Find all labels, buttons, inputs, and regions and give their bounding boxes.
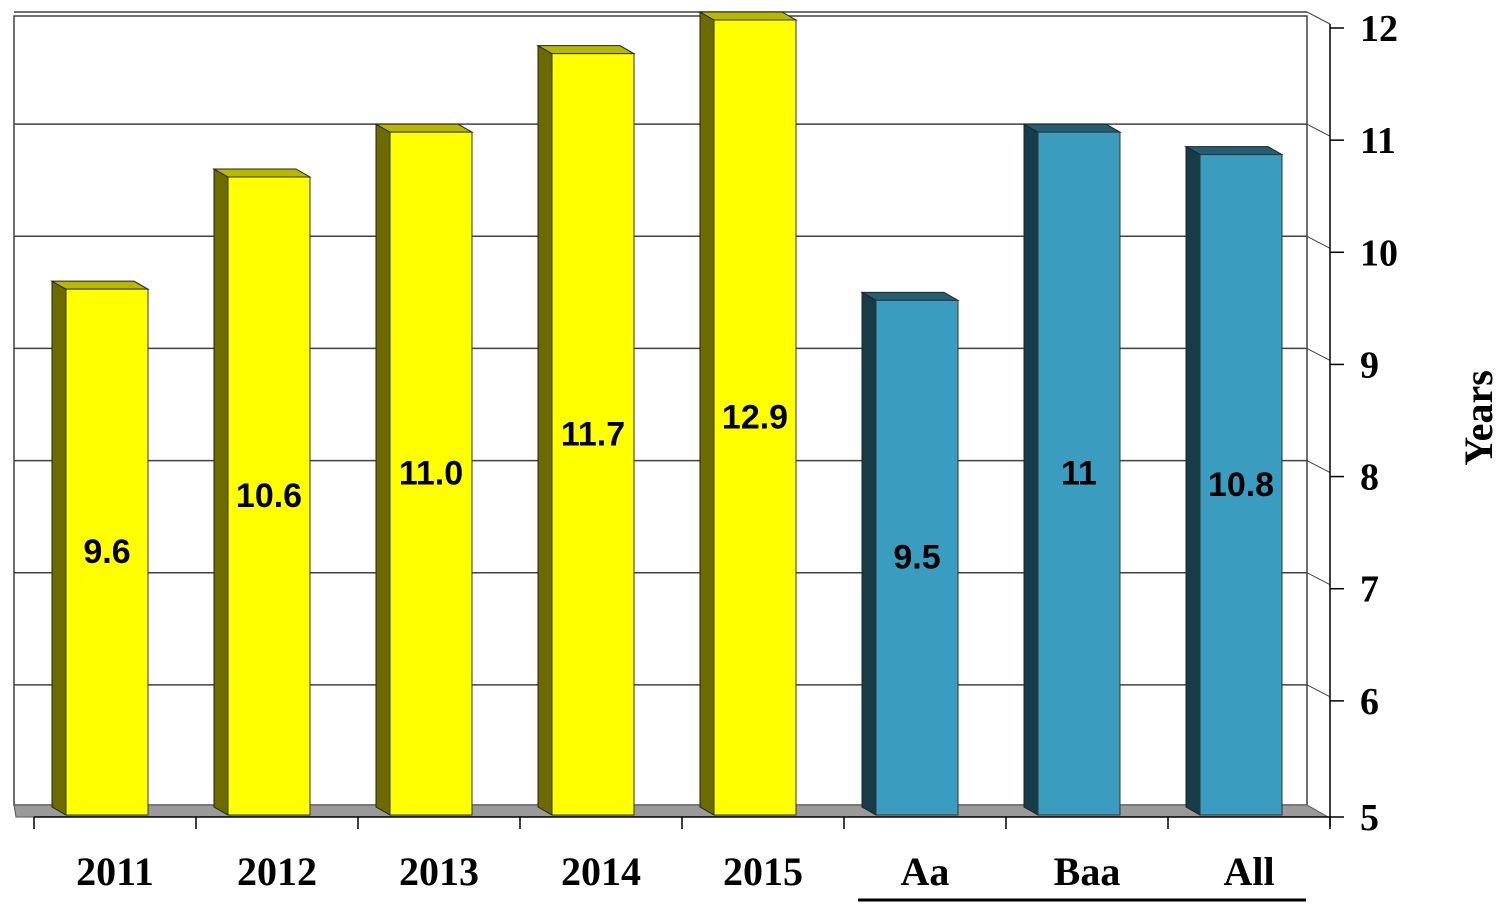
y-tick-label-10: 10 [1360,232,1398,274]
bar-top-2013 [374,123,474,133]
data-label-Aa: 9.5 [893,539,940,577]
gridline-side [1306,11,1331,25]
bar-side-2014 [537,44,553,816]
x-axis: 2011 2012 2013 2014 2015 Aa Baa All [33,816,1331,902]
bar-top-Baa [1022,123,1122,133]
gridline-side [1306,347,1331,361]
y-tick-label-11: 11 [1360,120,1396,162]
data-label-2011: 9.6 [83,533,130,571]
y-tick-label-7: 7 [1360,569,1379,611]
data-label-Baa: 11 [1061,455,1097,493]
data-label-2012: 10.6 [236,477,302,515]
x-tick-label-Baa: Baa [1054,849,1121,894]
x-tick-label-2015: 2015 [723,849,803,894]
bar-side-2012 [213,168,229,816]
bar-face-All [1199,154,1283,816]
gridline-side [1306,684,1331,698]
bars [50,11,1284,816]
bar-face-2011 [65,288,149,816]
floor-shadow [13,804,1330,818]
bar-2013 [374,123,474,816]
plot-floor [13,804,1330,818]
bar-Aa [860,291,960,816]
bar-All [1184,145,1284,816]
bar-face-2013 [389,131,473,816]
data-labels: 9.6 10.6 11.0 11.7 12.9 9.5 11 10.8 [83,399,1274,577]
x-tick-label-2012: 2012 [237,849,317,894]
bar-side-2015 [699,11,715,816]
gridline-side [1306,460,1331,474]
data-label-2015: 12.9 [722,399,788,437]
y-tick-label-9: 9 [1360,344,1379,386]
bar-face-2015 [713,19,797,816]
y-tick-label-5: 5 [1360,797,1379,839]
bar-Baa [1022,123,1122,816]
gridline-side [1306,123,1331,137]
x-tick-label-All: All [1223,849,1274,894]
bar-side-All [1185,145,1201,816]
bar-top-All [1184,146,1284,156]
gridline-side [1306,235,1331,249]
bar-top-2014 [536,45,636,55]
data-label-2013: 11.0 [399,455,463,493]
y-tick-label-12: 12 [1360,8,1398,50]
bar-side-Aa [861,291,877,816]
x-tick-label-2011: 2011 [76,849,154,894]
bar-side-2011 [51,280,67,816]
x-tick-label-2014: 2014 [561,849,641,894]
bar-top-2015 [698,11,798,21]
data-label-All: 10.8 [1208,466,1274,504]
bar-top-Aa [860,291,960,301]
data-label-2014: 11.7 [561,415,625,453]
y-tick-label-6: 6 [1360,681,1379,723]
x-tick-label-2013: 2013 [399,849,479,894]
y-tick-label-8: 8 [1360,457,1379,499]
bar-top-2012 [212,168,312,178]
gridline-side [1306,572,1331,586]
bar-face-2014 [551,53,635,816]
bar-side-2013 [375,123,391,816]
bar-face-2012 [227,176,311,816]
bar-side-Baa [1023,123,1039,816]
y-axis: 5 6 7 8 9 10 11 12 [1329,8,1398,839]
bar-face-Aa [875,299,959,816]
x-tick-label-Aa: Aa [901,849,950,894]
bar-face-Baa [1037,131,1121,816]
bar-2015 [698,11,798,816]
bar-2011 [50,280,150,816]
bar-2012 [212,168,312,816]
bar-top-2011 [50,280,150,290]
y-axis-title: Years [1456,370,1501,466]
bar-2014 [536,44,636,816]
